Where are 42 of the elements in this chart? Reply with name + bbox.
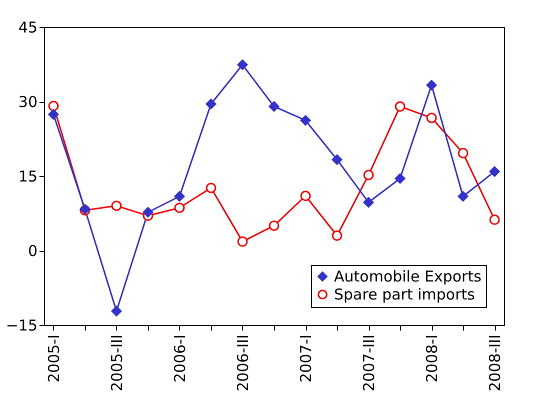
point bbox=[237, 60, 248, 70]
y-tick-label: −15 bbox=[6, 316, 38, 334]
y-tick-label: 30 bbox=[18, 93, 38, 111]
y-tick-label: 45 bbox=[18, 18, 38, 36]
point bbox=[394, 101, 406, 112]
point bbox=[332, 230, 342, 241]
point bbox=[111, 306, 122, 316]
legend-label: Automobile Exports bbox=[334, 268, 482, 286]
x-tick-label: 2006-I bbox=[170, 334, 189, 383]
point bbox=[237, 236, 248, 247]
y-tick-label: 15 bbox=[18, 168, 38, 186]
point bbox=[174, 202, 185, 213]
point bbox=[206, 182, 216, 194]
point bbox=[174, 191, 185, 202]
point bbox=[363, 197, 374, 208]
point bbox=[300, 115, 311, 126]
point bbox=[142, 207, 154, 218]
point bbox=[363, 170, 374, 180]
point bbox=[332, 154, 342, 165]
x-tick-label: 2005-I bbox=[44, 334, 63, 383]
x-tick-label: 2007-I bbox=[297, 334, 316, 383]
point bbox=[268, 220, 280, 231]
point bbox=[206, 98, 216, 110]
point bbox=[394, 173, 406, 184]
point bbox=[489, 166, 500, 177]
point bbox=[489, 214, 500, 225]
point bbox=[268, 101, 280, 112]
point bbox=[458, 148, 468, 158]
x-tick-label: 2006-III bbox=[234, 334, 252, 392]
x-tick-label: 2005-III bbox=[108, 334, 126, 392]
x-tick-label: 2008-III bbox=[486, 334, 504, 392]
point bbox=[426, 112, 437, 124]
y-tick-label: 0 bbox=[28, 242, 38, 260]
point bbox=[48, 109, 59, 120]
point bbox=[48, 100, 59, 112]
point bbox=[300, 190, 311, 202]
point bbox=[458, 191, 468, 202]
point bbox=[111, 200, 122, 212]
x-tick-label: 2008-I bbox=[423, 334, 442, 383]
legend-label: Spare part imports bbox=[334, 286, 476, 304]
x-tick-label: 2007-III bbox=[360, 334, 378, 392]
point bbox=[426, 80, 437, 90]
